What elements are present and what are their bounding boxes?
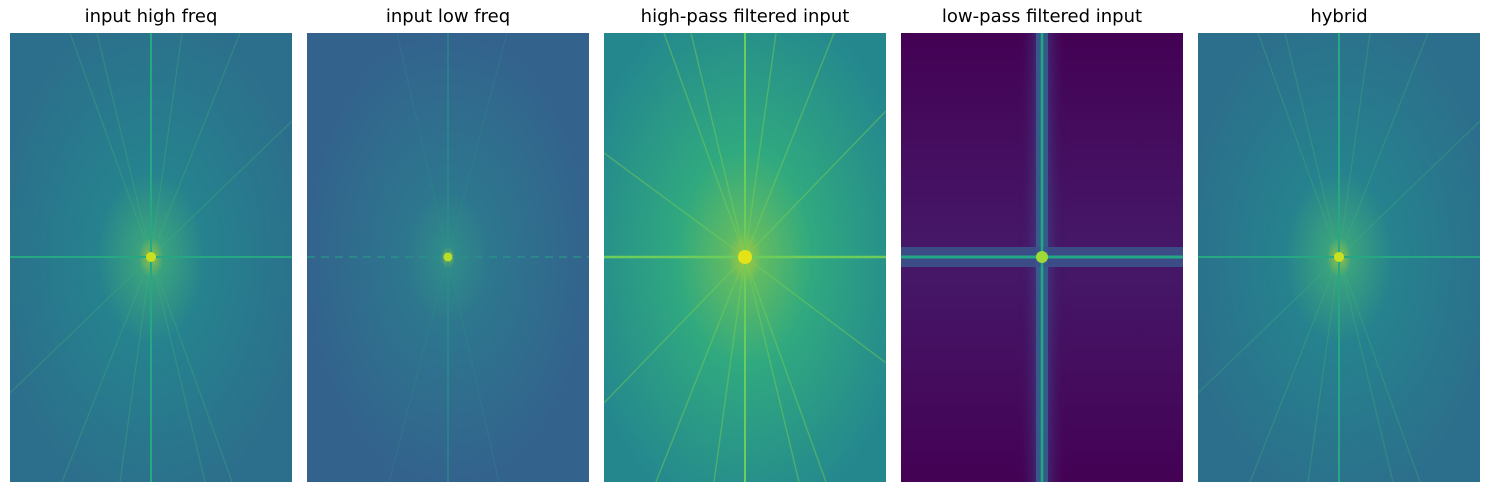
panel-title: input low freq <box>385 6 511 27</box>
panel-hybrid: hybrid <box>1198 0 1480 492</box>
panel-title: hybrid <box>1310 6 1368 27</box>
panel-title: high-pass filtered input <box>640 6 850 27</box>
panel-input-high-freq: input high freq <box>10 0 292 492</box>
panel-high-pass-filtered-input: high-pass filtered input <box>604 0 886 492</box>
hybrid-spectrum-image <box>1198 33 1480 482</box>
low-pass-filtered-input-spectrum-image <box>901 33 1183 482</box>
input-high-freq-spectrum-image <box>10 33 292 482</box>
panel-title: input high freq <box>84 6 218 27</box>
input-low-freq-spectrum-image <box>307 33 589 482</box>
panel-input-low-freq: input low freq <box>307 0 589 492</box>
panel-title: low-pass filtered input <box>941 6 1143 27</box>
high-pass-filtered-input-spectrum-image <box>604 33 886 482</box>
panel-low-pass-filtered-input: low-pass filtered input <box>901 0 1183 492</box>
